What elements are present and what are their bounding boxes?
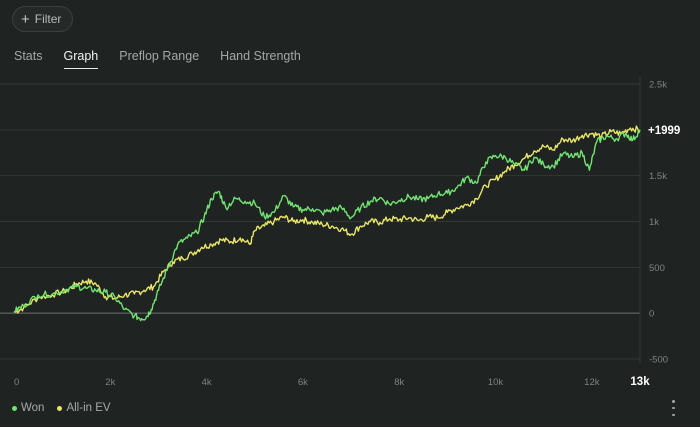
x-tick-label: 8k xyxy=(394,377,404,388)
y-tick-label: 2.5k xyxy=(649,80,667,91)
x-tick-label: 4k xyxy=(202,377,212,388)
legend-label-won: Won xyxy=(21,402,45,414)
tab-bar: Stats Graph Preflop Range Hand Strength xyxy=(14,49,322,69)
filter-label: Filter xyxy=(34,12,62,26)
x-tick-label: 2k xyxy=(105,377,115,388)
series-line-won xyxy=(13,129,641,322)
x-tick-label: 6k xyxy=(298,377,308,388)
y-tick-label: 500 xyxy=(649,263,665,274)
x-tick-label: 10k xyxy=(488,377,504,388)
tab-stats[interactable]: Stats xyxy=(14,49,43,63)
x-tick-label: 13k xyxy=(630,376,650,388)
y-tick-label: 1.5k xyxy=(649,171,667,182)
profit-graph: 2.5k 1.5k 1k 500 0 -500 0 2k 4k 6k 8k 10k 12k 13k +199… xyxy=(0,76,680,388)
tab-hand-strength[interactable]: Hand Strength xyxy=(220,49,301,63)
won-dot-icon xyxy=(12,405,17,411)
current-value-label: +1999 xyxy=(648,125,680,137)
series-line-all-in-ev xyxy=(13,125,641,314)
tab-preflop-range[interactable]: Preflop Range xyxy=(119,49,200,63)
x-tick-label: 0 xyxy=(14,377,19,388)
y-tick-label: 1k xyxy=(649,217,659,228)
legend: Won All-in EV xyxy=(12,402,111,414)
allin-ev-dot-icon xyxy=(57,405,63,411)
plus-icon: + xyxy=(21,10,30,28)
legend-item-won[interactable]: Won xyxy=(12,402,44,414)
tab-graph[interactable]: Graph xyxy=(63,49,98,69)
y-tick-label: 0 xyxy=(649,309,654,320)
legend-item-allin-ev[interactable]: All-in EV xyxy=(57,402,111,414)
filter-button[interactable]: + Filter xyxy=(12,6,74,32)
more-options-icon[interactable] xyxy=(672,400,676,416)
x-tick-label: 12k xyxy=(584,377,600,388)
legend-label-allin-ev: All-in EV xyxy=(66,402,111,414)
y-tick-label: -500 xyxy=(649,355,668,366)
